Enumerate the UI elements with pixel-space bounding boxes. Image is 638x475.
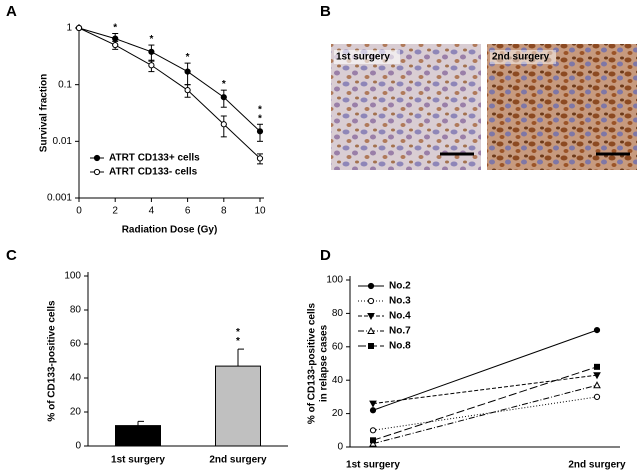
series-line [372,374,598,405]
marker [369,400,377,408]
y-tick-label: 0 [75,441,81,452]
significance: * [149,34,153,45]
legend-label: No.4 [389,311,411,322]
x-tick-label: 1st surgery [111,455,165,466]
marker [594,363,600,370]
significance: * * [258,104,262,124]
y-tick-label: 40 [332,375,344,386]
y-tick-label: 0.1 [58,79,72,90]
marker [370,437,376,444]
y-tick-label: 40 [70,373,82,384]
y-tick-label: 0 [337,442,343,453]
marker [367,297,375,305]
x-tick-label: 6 [185,206,191,217]
marker [93,168,101,176]
series-line [372,396,598,431]
y-axis-label: % of CD133-positive cells [47,300,58,422]
marker [593,372,601,380]
significance: * * [236,327,240,347]
panel-letter: C [6,247,17,264]
micrograph-label: 1st surgery [336,52,390,63]
significance: * [222,79,226,90]
y-tick-label: 20 [332,408,344,419]
legend-label: No.3 [389,296,411,307]
x-tick-label: 8 [221,206,227,217]
marker [148,48,155,55]
marker [369,427,377,434]
y-tick-label: 80 [332,308,344,319]
marker [148,62,155,69]
marker [220,94,227,101]
micrograph-label: 2nd surgery [492,52,550,63]
legend-label: No.2 [389,281,411,292]
x-tick-label: 10 [254,206,266,217]
y-tick-label: 1 [66,23,72,34]
marker [367,326,375,334]
legend-label: No.8 [389,341,411,352]
marker [184,87,191,94]
marker [367,313,375,321]
marker [112,35,119,42]
y-tick-label: 20 [70,407,82,418]
x-tick-label: 1st surgery [346,460,400,471]
marker [184,68,191,75]
series-line [372,384,598,445]
legend-label: ATRT CD133- cells [109,167,198,178]
micrograph [331,44,481,170]
y-tick-label: 0.01 [53,136,73,147]
y-tick-label: 80 [70,305,82,316]
bar [215,365,261,447]
x-axis-label: Radiation Dose (Gy) [122,225,218,236]
series-line [78,27,261,159]
series-line [372,366,598,441]
panel-letter: D [320,247,331,264]
y-tick-label: 100 [64,271,81,282]
marker [593,381,601,389]
bar [115,425,161,447]
y-tick-label: 100 [326,275,343,286]
panel-letter: B [320,3,331,20]
significance: * [113,22,117,33]
x-tick-label: 0 [76,206,82,217]
significance: * [186,52,190,63]
marker [369,439,377,447]
marker [593,393,601,400]
y-tick-label: 60 [70,339,82,350]
y-tick-label: 0.001 [47,193,72,204]
panel-letter: A [6,3,17,20]
y-axis-label: Survival fraction [39,74,50,152]
x-tick-label: 4 [149,206,155,217]
micrograph [487,44,637,170]
marker [75,24,83,32]
y-axis-label: in relapse cases [319,324,330,402]
marker [93,154,101,162]
series-line [78,27,261,132]
x-tick-label: 2nd surgery [209,455,267,466]
x-tick-label: 2nd surgery [568,460,626,471]
label-backdrop [334,50,400,64]
marker [256,128,264,135]
marker [593,327,601,334]
marker [220,121,227,128]
legend-label: No.7 [389,326,411,337]
marker [367,282,375,290]
legend-label: ATRT CD133+ cells [109,153,200,164]
marker [256,155,264,162]
x-tick-label: 2 [112,206,118,217]
y-tick-label: 60 [332,341,344,352]
y-axis-label: % of CD133-positive cells [307,302,318,424]
series-line [372,329,598,411]
marker [112,41,119,49]
marker [368,343,374,349]
label-backdrop [490,50,556,64]
marker [369,407,377,414]
